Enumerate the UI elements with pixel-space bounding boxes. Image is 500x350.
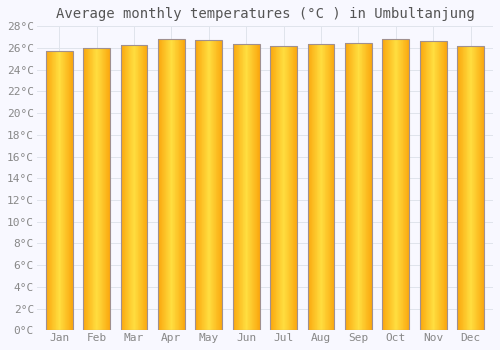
Bar [308, 44, 334, 330]
Bar [196, 40, 222, 330]
Bar [120, 45, 148, 330]
Bar [158, 39, 185, 330]
Bar [270, 46, 297, 330]
Bar [83, 48, 110, 330]
Bar [382, 39, 409, 330]
Title: Average monthly temperatures (°C ) in Umbultanjung: Average monthly temperatures (°C ) in Um… [56, 7, 474, 21]
Bar [232, 44, 260, 330]
Bar [46, 51, 72, 330]
Bar [345, 43, 372, 330]
Bar [420, 42, 446, 330]
Bar [457, 46, 484, 330]
